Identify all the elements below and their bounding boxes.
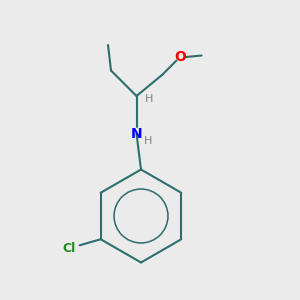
Text: Cl: Cl (62, 242, 75, 255)
Text: H: H (144, 136, 153, 146)
Text: N: N (131, 127, 142, 140)
Text: O: O (174, 50, 186, 64)
Text: H: H (145, 94, 153, 104)
